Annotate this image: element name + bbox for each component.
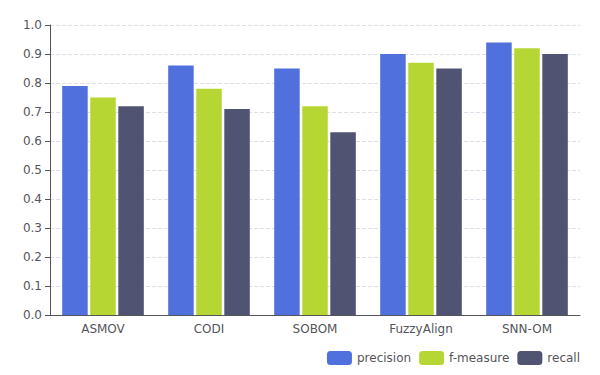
- svg-text:f-measure: f-measure: [449, 351, 509, 365]
- svg-text:SOBOM: SOBOM: [293, 322, 338, 336]
- svg-text:0.3: 0.3: [23, 221, 42, 235]
- svg-text:precision: precision: [357, 351, 411, 365]
- svg-text:0.5: 0.5: [23, 163, 42, 177]
- svg-text:ASMOV: ASMOV: [81, 322, 125, 336]
- svg-text:1.0: 1.0: [23, 18, 42, 32]
- svg-text:0.8: 0.8: [23, 76, 42, 90]
- svg-text:0.9: 0.9: [23, 47, 42, 61]
- svg-text:0.7: 0.7: [23, 105, 42, 119]
- svg-text:0.2: 0.2: [23, 250, 42, 264]
- svg-text:CODI: CODI: [194, 322, 225, 336]
- svg-text:0.1: 0.1: [23, 279, 42, 293]
- svg-text:SNN-OM: SNN-OM: [502, 322, 552, 336]
- svg-text:0.0: 0.0: [23, 308, 42, 322]
- svg-text:0.6: 0.6: [23, 134, 42, 148]
- svg-text:0.4: 0.4: [23, 192, 42, 206]
- svg-text:recall: recall: [547, 351, 580, 365]
- svg-text:FuzzyAlign: FuzzyAlign: [389, 322, 453, 336]
